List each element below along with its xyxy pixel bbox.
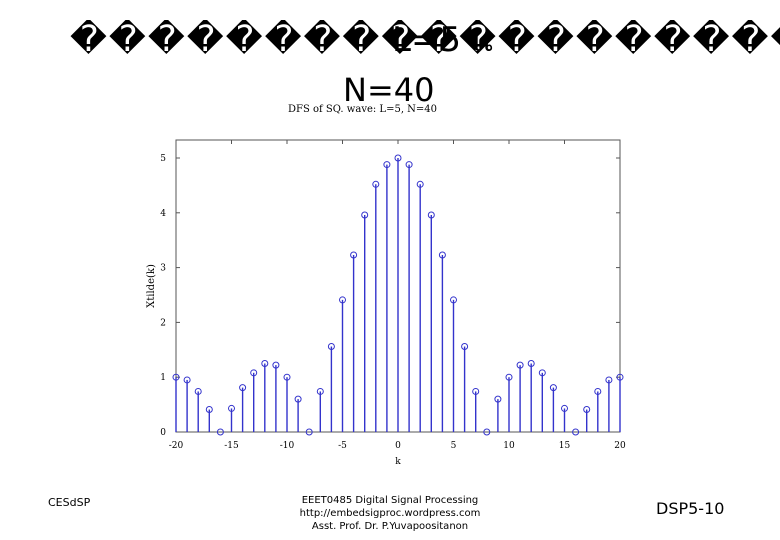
stem-marker (405, 161, 413, 169)
slide-title: ��������������������� (70, 20, 780, 60)
x-tick-label: -15 (224, 441, 239, 451)
stem-marker (605, 376, 613, 384)
stem-marker (383, 161, 391, 169)
stem-marker (305, 428, 313, 436)
stem-marker (505, 373, 513, 381)
footer-left: CESdSP (48, 496, 91, 509)
stem-marker (538, 369, 546, 377)
y-tick-label: 4 (160, 209, 166, 219)
stem-marker (427, 211, 435, 219)
stem-marker (283, 373, 291, 381)
stem-marker (194, 387, 202, 395)
stem-marker (438, 251, 446, 259)
stem-marker (472, 387, 480, 395)
stem-marker (394, 154, 402, 162)
slide-subtitle: N=40 (343, 72, 435, 102)
stem-marker (572, 428, 580, 436)
stem-marker (228, 404, 235, 412)
stem-marker (261, 360, 269, 367)
y-tick-label: 0 (160, 428, 166, 438)
footer-author: Asst. Prof. Dr. P.Yuvapoositanon (311, 521, 469, 532)
stem-marker (516, 361, 524, 369)
stem-marker (316, 387, 324, 395)
x-tick-label: 15 (559, 441, 571, 451)
y-tick-label: 5 (160, 154, 166, 164)
stem-marker (327, 343, 335, 351)
x-tick-label: -5 (338, 441, 347, 451)
footer-url: http://embedsigproc.wordpress.com (299, 508, 481, 519)
slide-number: DSP5-10 (656, 499, 725, 518)
stem-marker (616, 373, 624, 381)
stem-marker (583, 406, 591, 414)
y-tick-label: 1 (160, 373, 166, 383)
y-tick-label: 2 (160, 318, 166, 328)
stem-marker (416, 180, 424, 188)
x-tick-label: 10 (503, 441, 515, 451)
footer-course: EEET0485 Digital Signal Processing (301, 495, 479, 506)
stem-marker (205, 406, 213, 414)
stem-marker (339, 296, 346, 304)
stem-marker (483, 428, 491, 436)
stem-marker (594, 387, 602, 395)
x-axis-label: k (395, 457, 401, 467)
stem-marker (561, 404, 568, 412)
stem-marker (294, 395, 302, 403)
chart-title: DFS of SQ. wave: L=5, N=40 (288, 104, 438, 115)
x-tick-label: 0 (395, 441, 401, 451)
stem-marker (250, 369, 258, 377)
footer-center: EEET0485 Digital Signal Processing http:… (280, 494, 500, 533)
stem-marker (272, 361, 280, 369)
stem-marker (239, 384, 247, 392)
stem-marker (172, 373, 180, 381)
stem-marker (549, 384, 557, 392)
stems-layer (172, 154, 624, 436)
x-tick-label: -20 (169, 441, 184, 451)
stem-marker (450, 296, 457, 304)
y-axis-label: Xtilde(k) (146, 264, 157, 308)
stem-marker (494, 395, 502, 403)
stem-marker (461, 343, 469, 351)
stem-marker (350, 251, 358, 259)
x-tick-label: 5 (451, 441, 457, 451)
stem-marker (527, 360, 535, 367)
stem-marker (372, 180, 380, 188)
stem-marker (183, 376, 191, 384)
y-tick-label: 3 (160, 264, 166, 274)
stem-plot: -20 -15 -10 -5 0 5 10 15 20 0 1 2 3 4 5 k Xtilde(k) (146, 139, 626, 467)
stem-marker (216, 428, 224, 436)
stem-marker (361, 211, 369, 219)
ticks-layer: -20 -15 -10 -5 0 5 10 15 20 0 1 2 3 4 5 (160, 140, 626, 451)
x-tick-label: -10 (280, 441, 295, 451)
slide-title-overlay: L=5 แ (392, 20, 494, 60)
x-tick-label: 20 (614, 441, 626, 451)
